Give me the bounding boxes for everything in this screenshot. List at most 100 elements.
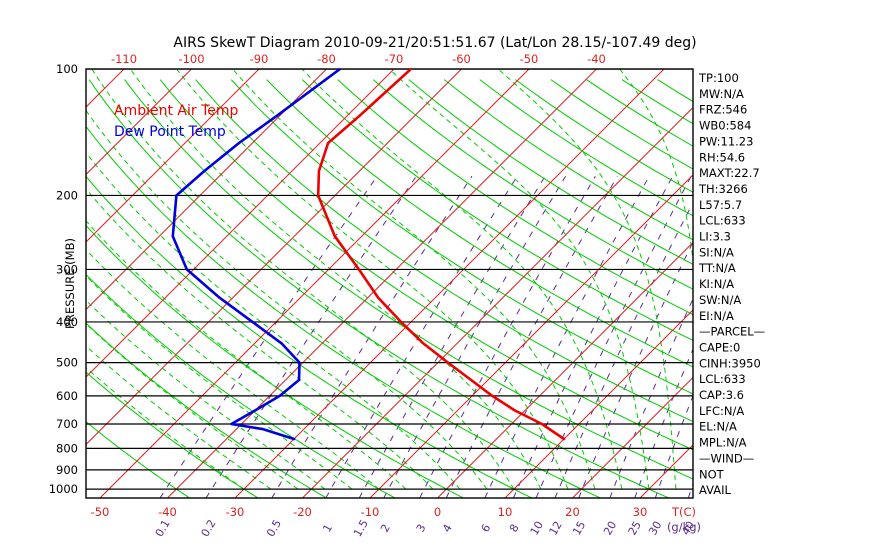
mixing-ratio-tick-label: 6 bbox=[479, 522, 494, 535]
dry-adiabat-line bbox=[195, 79, 693, 423]
mixing-ratio-tick-label: 8 bbox=[507, 522, 522, 535]
dry-adiabat-line bbox=[86, 371, 259, 498]
stat-item: CAP:3.6 bbox=[699, 388, 744, 402]
mixing-ratio-tick-label: 0.1 bbox=[153, 517, 173, 539]
chart-title: AIRS SkewT Diagram 2010-09-21/20:51:51.6… bbox=[173, 35, 696, 51]
isotherm-line bbox=[86, 69, 327, 311]
stat-item: PW:11.23 bbox=[699, 134, 753, 148]
pressure-tick-label: 300 bbox=[56, 262, 78, 276]
legend-ambient-temp: Ambient Air Temp bbox=[114, 103, 239, 119]
mixing-ratio-tick-label: 15 bbox=[570, 519, 588, 538]
legend-dew-point: Dew Point Temp bbox=[114, 124, 226, 140]
dry-adiabat-line bbox=[764, 80, 870, 498]
dry-adiabat-line bbox=[835, 80, 870, 498]
isotherm-line bbox=[86, 69, 260, 243]
mixing-ratio-line bbox=[325, 175, 518, 498]
dew-point-curve bbox=[171, 69, 342, 441]
mixing-ratio-line bbox=[634, 347, 693, 498]
stat-item: NOT bbox=[699, 467, 725, 481]
pressure-tick-label: 100 bbox=[56, 62, 78, 76]
isotherm-line bbox=[86, 69, 395, 378]
dry-adiabat-line bbox=[230, 79, 693, 395]
moist-adiabat-line bbox=[86, 366, 245, 490]
moist-adiabat-line bbox=[497, 69, 677, 490]
bottom-temp-tick-label: -30 bbox=[226, 505, 245, 519]
mixing-ratio-line bbox=[419, 175, 596, 498]
mixing-ratio-tick-label: 12 bbox=[547, 519, 565, 538]
mixing-ratio-tick-label: 4 bbox=[440, 522, 455, 535]
dry-adiabat-line bbox=[337, 79, 693, 316]
moist-adiabat-line bbox=[388, 69, 650, 490]
moist-adiabat-line bbox=[86, 275, 353, 490]
isotherm-line bbox=[504, 309, 693, 498]
stat-item: LCL:633 bbox=[699, 214, 746, 228]
moist-adiabat-line bbox=[86, 248, 380, 490]
bottom-temp-tick-label: 30 bbox=[633, 505, 648, 519]
isotherm-line bbox=[437, 241, 693, 498]
moist-adiabat-line bbox=[619, 69, 693, 265]
isotherm-line bbox=[234, 69, 665, 498]
dry-adiabat-line bbox=[266, 79, 693, 368]
top-temp-tick-label: -80 bbox=[317, 52, 336, 66]
temp-axis-title: T(C) bbox=[671, 505, 696, 519]
stat-item: KI:N/A bbox=[699, 277, 734, 291]
dry-adiabat-line bbox=[86, 224, 464, 498]
top-temp-tick-label: -60 bbox=[452, 52, 471, 66]
top-temp-tick-label: -100 bbox=[178, 52, 204, 66]
moist-adiabat-line bbox=[129, 69, 542, 490]
pressure-tick-label: 900 bbox=[56, 463, 78, 477]
top-temp-tick-label: -40 bbox=[587, 52, 606, 66]
pressure-tick-label: 1000 bbox=[49, 482, 78, 496]
stat-item: EI:N/A bbox=[699, 309, 734, 323]
pressure-tick-label: 200 bbox=[56, 188, 78, 202]
moist-adiabat-line bbox=[301, 69, 623, 490]
pressure-tick-label: 500 bbox=[56, 356, 78, 370]
stat-item: LI:3.3 bbox=[699, 230, 731, 244]
stat-item: SI:N/A bbox=[699, 245, 734, 259]
mixing-ratio-line bbox=[358, 175, 546, 498]
mixing-ratio-line bbox=[445, 175, 618, 498]
pressure-tick-label: 400 bbox=[56, 315, 78, 329]
isotherm-line bbox=[0, 69, 57, 498]
moist-adiabat-line bbox=[86, 299, 326, 490]
mixing-ratio-tick-label: 10 bbox=[528, 519, 546, 538]
dry-adiabat-line bbox=[86, 175, 533, 498]
mixing-ratio-tick-label: 2 bbox=[378, 522, 393, 535]
dry-adiabat-line bbox=[86, 125, 601, 498]
bottom-temp-tick-label: 20 bbox=[565, 505, 580, 519]
moist-adiabat-line bbox=[86, 345, 272, 490]
y-axis-title: PRESSURE (MB) bbox=[63, 238, 77, 329]
top-temp-tick-label: -50 bbox=[520, 52, 539, 66]
mixing-ratio-tick-label: 20 bbox=[601, 519, 619, 538]
stat-item: FRZ:546 bbox=[699, 103, 747, 117]
mixing-ratio-axis-title: (g/kg) bbox=[667, 520, 701, 534]
stat-item: MW:N/A bbox=[699, 87, 744, 101]
stat-item: EL:N/A bbox=[699, 420, 737, 434]
dry-adiabat-line bbox=[86, 322, 327, 498]
stat-item: —WIND— bbox=[699, 451, 754, 465]
moist-adiabat-line bbox=[86, 322, 299, 490]
stat-item: MAXT:22.7 bbox=[699, 166, 760, 180]
ambient-temp-curve bbox=[316, 69, 566, 441]
stat-item: TT:N/A bbox=[698, 261, 736, 275]
mixing-ratio-tick-label: 30 bbox=[646, 519, 664, 538]
mixing-ratio-tick-label: 40 bbox=[679, 519, 697, 538]
stat-item: TH:3266 bbox=[698, 182, 748, 196]
stat-item: LCL:633 bbox=[699, 372, 746, 386]
stat-item: CINH:3950 bbox=[699, 356, 761, 370]
mixing-ratio-line bbox=[654, 394, 693, 498]
mixing-ratio-tick-label: 1.5 bbox=[351, 517, 371, 539]
stat-item: L57:5.7 bbox=[699, 198, 742, 212]
stat-item: TP:100 bbox=[698, 71, 739, 85]
dry-adiabat-line bbox=[372, 79, 693, 290]
stat-item: LFC:N/A bbox=[699, 404, 744, 418]
dry-adiabat-line bbox=[86, 421, 190, 498]
moist-adiabat-line bbox=[86, 109, 488, 490]
dry-adiabat-line bbox=[86, 273, 396, 498]
isotherm-line bbox=[369, 174, 693, 498]
stat-item: SW:N/A bbox=[699, 293, 741, 307]
stat-item: RH:54.6 bbox=[699, 150, 745, 164]
bottom-temp-tick-label: -50 bbox=[91, 505, 110, 519]
bottom-temp-tick-label: 0 bbox=[434, 505, 441, 519]
